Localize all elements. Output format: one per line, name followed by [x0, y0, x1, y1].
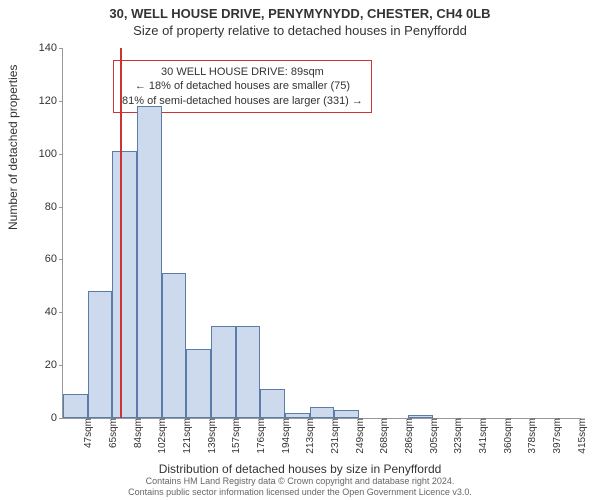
histogram-bar — [63, 394, 88, 418]
x-tick-label: 323sqm — [451, 418, 464, 454]
footer-line-2: Contains public sector information licen… — [0, 487, 600, 498]
x-tick-label: 157sqm — [229, 418, 242, 454]
y-tick-label: 20 — [27, 359, 63, 371]
footer-line-1: Contains HM Land Registry data © Crown c… — [0, 476, 600, 487]
histogram-bar — [334, 410, 359, 418]
footer: Contains HM Land Registry data © Crown c… — [0, 476, 600, 498]
y-tick-mark — [59, 207, 63, 208]
y-tick-mark — [59, 312, 63, 313]
plot-area: 30 WELL HOUSE DRIVE: 89sqm ← 18% of deta… — [62, 48, 581, 419]
histogram-bar — [88, 291, 113, 418]
histogram-bar — [310, 407, 335, 418]
histogram-bar — [236, 326, 261, 419]
x-tick-label: 231sqm — [328, 418, 341, 454]
x-tick-label: 84sqm — [131, 418, 144, 448]
y-tick-mark — [59, 101, 63, 102]
y-tick-label: 60 — [27, 253, 63, 265]
y-tick-mark — [59, 259, 63, 260]
x-tick-label: 102sqm — [155, 418, 168, 454]
x-tick-label: 305sqm — [427, 418, 440, 454]
info-line-1: 30 WELL HOUSE DRIVE: 89sqm — [122, 65, 363, 79]
histogram-bar — [186, 349, 211, 418]
x-axis-label: Distribution of detached houses by size … — [0, 462, 600, 476]
y-tick-label: 140 — [27, 42, 63, 54]
y-tick-mark — [59, 48, 63, 49]
y-tick-label: 40 — [27, 306, 63, 318]
x-tick-label: 213sqm — [303, 418, 316, 454]
x-tick-label: 139sqm — [205, 418, 218, 454]
y-tick-mark — [59, 418, 63, 419]
histogram-bar — [137, 106, 162, 418]
x-tick-label: 65sqm — [106, 418, 119, 448]
histogram-bar — [112, 151, 137, 418]
x-tick-label: 249sqm — [353, 418, 366, 454]
address-title: 30, WELL HOUSE DRIVE, PENYMYNYDD, CHESTE… — [0, 0, 600, 21]
x-tick-label: 397sqm — [550, 418, 563, 454]
x-tick-label: 176sqm — [254, 418, 267, 454]
x-tick-label: 121sqm — [180, 418, 193, 454]
y-axis-label: Number of detached properties — [6, 65, 20, 230]
info-line-2: ← 18% of detached houses are smaller (75… — [122, 79, 363, 93]
property-marker-line — [120, 48, 122, 418]
x-tick-label: 47sqm — [81, 418, 94, 448]
histogram-bar — [211, 326, 236, 419]
x-tick-label: 378sqm — [525, 418, 538, 454]
histogram-bar — [260, 389, 285, 418]
x-tick-label: 415sqm — [575, 418, 588, 454]
x-tick-label: 360sqm — [501, 418, 514, 454]
x-tick-label: 268sqm — [377, 418, 390, 454]
y-tick-mark — [59, 154, 63, 155]
y-tick-label: 80 — [27, 201, 63, 213]
histogram-bar — [162, 273, 187, 418]
y-tick-label: 0 — [27, 412, 63, 424]
subtitle: Size of property relative to detached ho… — [0, 21, 600, 38]
y-tick-mark — [59, 365, 63, 366]
x-tick-label: 286sqm — [402, 418, 415, 454]
x-tick-label: 341sqm — [476, 418, 489, 454]
y-tick-label: 100 — [27, 148, 63, 160]
chart-container: 30, WELL HOUSE DRIVE, PENYMYNYDD, CHESTE… — [0, 0, 600, 500]
y-tick-label: 120 — [27, 95, 63, 107]
info-box: 30 WELL HOUSE DRIVE: 89sqm ← 18% of deta… — [113, 60, 372, 113]
x-tick-label: 194sqm — [279, 418, 292, 454]
